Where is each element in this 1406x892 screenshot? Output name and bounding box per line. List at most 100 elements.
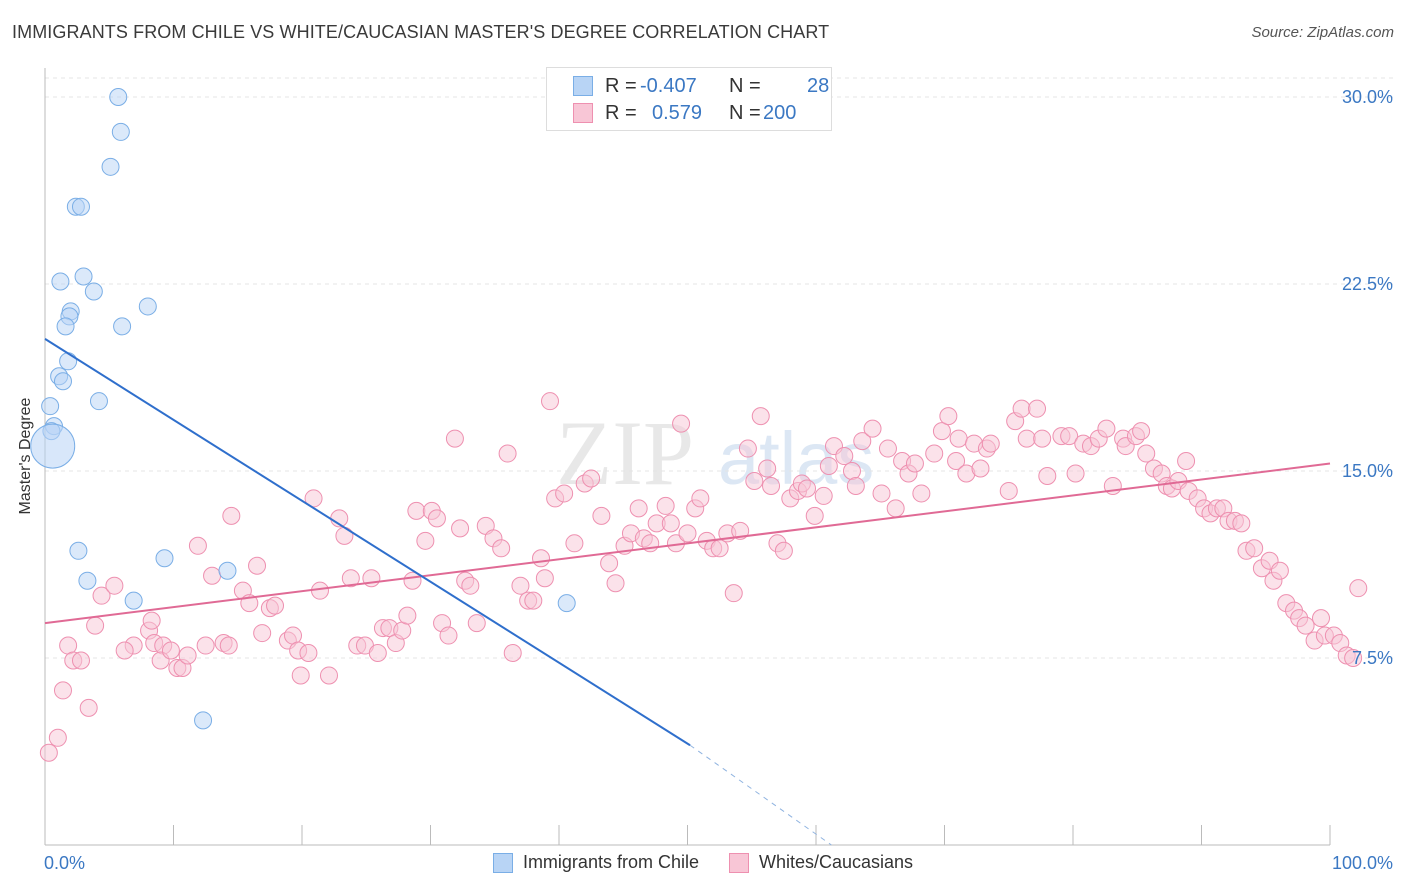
whites-point: [981, 434, 1000, 453]
whites-point: [1097, 419, 1116, 438]
whites-point: [846, 476, 865, 495]
whites-point: [532, 549, 551, 568]
y-tick-label: 7.5%: [1352, 648, 1393, 668]
whites-point: [393, 621, 412, 640]
whites-point: [600, 554, 619, 573]
whites-point: [398, 606, 417, 625]
whites-point: [416, 531, 435, 550]
chile-point: [89, 392, 108, 411]
whites-point: [451, 519, 470, 538]
chile-point: [30, 423, 76, 469]
chile-point: [138, 297, 157, 316]
whites-point: [53, 681, 72, 700]
whites-point: [1312, 609, 1331, 628]
chile-point: [111, 122, 130, 141]
whites-point: [1137, 444, 1156, 463]
chile-point: [113, 317, 132, 336]
whites-point: [511, 576, 530, 595]
series-whites-points: [39, 392, 1368, 762]
whites-point: [745, 471, 764, 490]
whites-point: [115, 641, 134, 660]
legend-item-chile[interactable]: Immigrants from Chile: [492, 852, 699, 873]
chile-point: [59, 352, 78, 371]
whites-point: [774, 541, 793, 560]
whites-point: [467, 614, 486, 633]
trend-line-chile-extension: [689, 744, 832, 846]
n-value: 28: [807, 74, 830, 97]
legend-item-whites[interactable]: Whites/Caucasians: [728, 852, 913, 873]
whites-point: [751, 407, 770, 426]
legend-label-chile: Immigrants from Chile: [522, 852, 699, 872]
whites-point: [947, 452, 966, 471]
whites-point: [503, 644, 522, 663]
whites-point: [1177, 452, 1196, 471]
whites-point: [48, 728, 67, 747]
chile-point: [53, 372, 72, 391]
stats-legend: R = -0.407 N = 28 R = 0.579 N = 200: [546, 67, 832, 131]
r-label: R =: [605, 74, 637, 97]
whites-point: [71, 651, 90, 670]
whites-point: [1296, 616, 1315, 635]
chile-point: [71, 197, 90, 216]
whites-point: [798, 479, 817, 498]
whites-point: [1038, 466, 1057, 485]
chile-point: [51, 272, 70, 291]
whites-point: [819, 457, 838, 476]
whites-point: [284, 626, 303, 645]
n-label: N =: [729, 101, 761, 124]
legend-swatch-whites: [728, 852, 749, 873]
chile-point: [155, 549, 174, 568]
whites-point: [266, 596, 285, 615]
chart-title: IMMIGRANTS FROM CHILE VS WHITE/CAUCASIAN…: [12, 22, 830, 42]
whites-point: [661, 514, 680, 533]
chile-point: [557, 594, 576, 613]
chile-point: [69, 541, 88, 560]
trend-line-whites: [44, 462, 1331, 625]
y-tick-label: 22.5%: [1342, 274, 1393, 294]
whites-point: [92, 586, 111, 605]
chile-point: [218, 561, 237, 580]
whites-point: [222, 506, 241, 525]
whites-point: [407, 501, 426, 520]
bottom-legend: Immigrants from Chile Whites/Caucasians: [0, 852, 1406, 873]
x-tick-label: 100.0%: [1332, 853, 1393, 873]
chile-point: [109, 88, 128, 106]
whites-point: [999, 481, 1018, 500]
swatch-whites: [573, 103, 593, 123]
whites-point: [196, 636, 215, 655]
whites-point: [368, 644, 387, 663]
whites-point: [219, 636, 238, 655]
whites-point: [731, 521, 750, 540]
chile-point: [194, 711, 213, 730]
chile-point: [124, 591, 143, 610]
chile-point: [101, 157, 120, 176]
whites-point: [629, 499, 648, 518]
whites-point: [710, 539, 729, 558]
trend-line-chile: [44, 338, 691, 747]
chile-point: [78, 571, 97, 590]
source-label: Source: ZipAtlas.com: [1251, 24, 1394, 41]
whites-point: [872, 484, 891, 503]
whites-point: [1066, 464, 1085, 483]
whites-point: [1012, 399, 1031, 418]
whites-point: [1232, 514, 1251, 533]
whites-point: [582, 469, 601, 488]
whites-point: [319, 666, 338, 685]
whites-point: [592, 506, 611, 525]
whites-point: [341, 569, 360, 588]
whites-point: [691, 489, 710, 508]
whites-point: [886, 499, 905, 518]
whites-point: [738, 439, 757, 458]
whites-point: [555, 484, 574, 503]
chile-point: [41, 397, 60, 416]
r-label: R =: [605, 101, 637, 124]
whites-point: [656, 496, 675, 515]
y-tick-label: 30.0%: [1342, 87, 1393, 107]
whites-point: [541, 392, 560, 411]
whites-point: [606, 574, 625, 593]
whites-point: [1349, 579, 1368, 598]
whites-point: [672, 414, 691, 433]
whites-point: [1245, 539, 1264, 558]
chile-point: [56, 317, 75, 336]
